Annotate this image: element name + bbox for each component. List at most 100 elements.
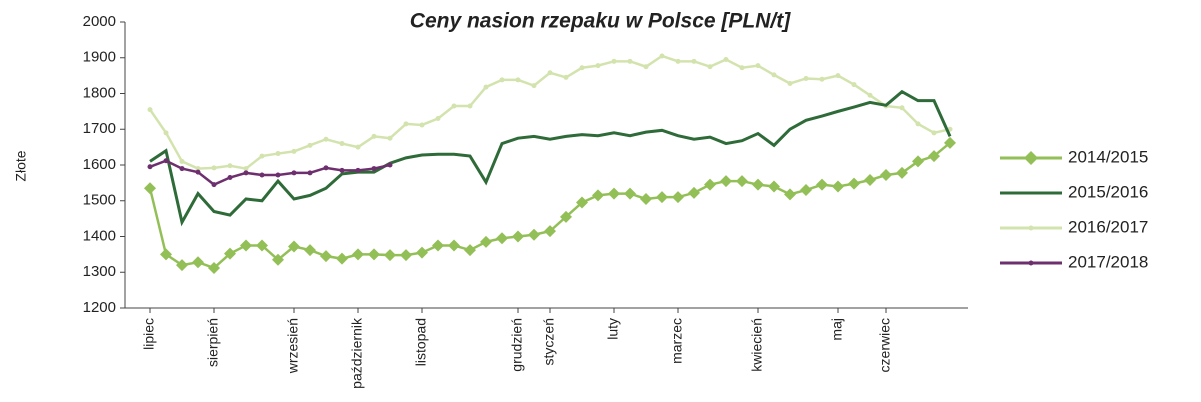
marker: [339, 141, 345, 147]
marker: [496, 232, 508, 245]
marker: [320, 250, 332, 263]
legend-label: 2015/2016: [1068, 182, 1148, 201]
marker: [592, 189, 604, 202]
marker: [195, 166, 201, 172]
marker: [707, 64, 713, 70]
marker: [931, 130, 937, 136]
marker: [1028, 260, 1034, 266]
marker: [675, 58, 681, 64]
marker: [499, 77, 505, 83]
marker: [288, 240, 300, 253]
marker: [259, 172, 265, 178]
marker: [867, 92, 873, 98]
series-line: [149, 89, 952, 227]
marker: [816, 178, 828, 191]
marker: [240, 239, 252, 252]
marker: [723, 57, 729, 63]
y-tick-label: 2000: [83, 13, 116, 30]
marker: [640, 192, 652, 205]
x-tick-label: czerwiec: [877, 318, 893, 372]
marker: [851, 82, 857, 88]
marker: [672, 191, 684, 204]
y-tick-label: 1300: [83, 263, 116, 280]
marker: [144, 182, 156, 195]
marker: [720, 175, 732, 188]
marker: [915, 121, 921, 127]
x-tick-label: lipiec: [141, 318, 157, 350]
marker: [163, 158, 169, 164]
marker: [211, 165, 217, 171]
marker: [944, 136, 956, 149]
series-line: [149, 159, 391, 187]
marker: [643, 64, 649, 70]
y-tick-label: 1200: [83, 299, 116, 316]
marker: [899, 105, 905, 111]
marker: [736, 175, 748, 188]
marker: [227, 175, 233, 181]
marker: [275, 151, 281, 157]
y-tick-label: 1500: [83, 192, 116, 209]
marker: [483, 84, 489, 90]
marker: [1024, 151, 1038, 165]
x-tick-label: wrzesień: [285, 318, 301, 374]
marker: [195, 169, 201, 175]
marker: [256, 239, 268, 252]
marker: [755, 63, 761, 69]
marker: [291, 170, 297, 176]
marker: [448, 239, 460, 252]
marker: [419, 122, 425, 128]
y-tick-label: 1900: [83, 49, 116, 66]
x-tick-label: luty: [605, 318, 621, 340]
marker: [528, 228, 540, 241]
marker: [371, 133, 377, 139]
marker: [739, 65, 745, 71]
marker: [467, 103, 473, 109]
marker: [771, 72, 777, 78]
marker: [163, 130, 169, 136]
marker: [179, 166, 185, 172]
chart-title: Ceny nasion rzepaku w Polsce [PLN/t]: [410, 10, 791, 33]
marker: [208, 261, 220, 274]
marker: [835, 73, 841, 79]
x-tick-label: marzec: [669, 318, 685, 364]
marker: [307, 170, 313, 176]
x-tick-label: kwiecień: [749, 318, 765, 372]
marker: [304, 244, 316, 257]
marker: [416, 246, 428, 259]
x-tick-label: grudzień: [509, 318, 525, 372]
marker: [800, 184, 812, 197]
marker: [512, 230, 524, 243]
y-tick-label: 1800: [83, 84, 116, 101]
legend-label: 2016/2017: [1068, 217, 1148, 236]
marker: [307, 142, 313, 148]
marker: [192, 256, 204, 269]
marker: [352, 248, 364, 261]
x-tick-label: sierpień: [205, 318, 221, 367]
x-tick-label: styczeń: [541, 318, 557, 365]
marker: [339, 167, 345, 173]
marker: [403, 121, 409, 127]
marker: [259, 153, 265, 159]
marker: [912, 155, 924, 168]
marker: [896, 166, 908, 179]
x-tick-label: listopad: [413, 318, 429, 366]
marker: [704, 178, 716, 191]
marker: [451, 103, 457, 109]
marker: [752, 178, 764, 191]
marker: [371, 166, 377, 172]
marker: [531, 83, 537, 89]
marker: [387, 135, 393, 141]
marker: [864, 174, 876, 187]
marker: [691, 58, 697, 64]
marker: [176, 259, 188, 272]
marker: [147, 164, 153, 170]
marker: [880, 169, 892, 182]
marker: [480, 235, 492, 248]
marker: [1028, 225, 1034, 231]
marker: [435, 116, 441, 122]
legend-label: 2014/2015: [1068, 147, 1148, 166]
x-tick-label: październik: [349, 317, 365, 389]
marker: [211, 182, 217, 188]
marker: [323, 136, 329, 142]
